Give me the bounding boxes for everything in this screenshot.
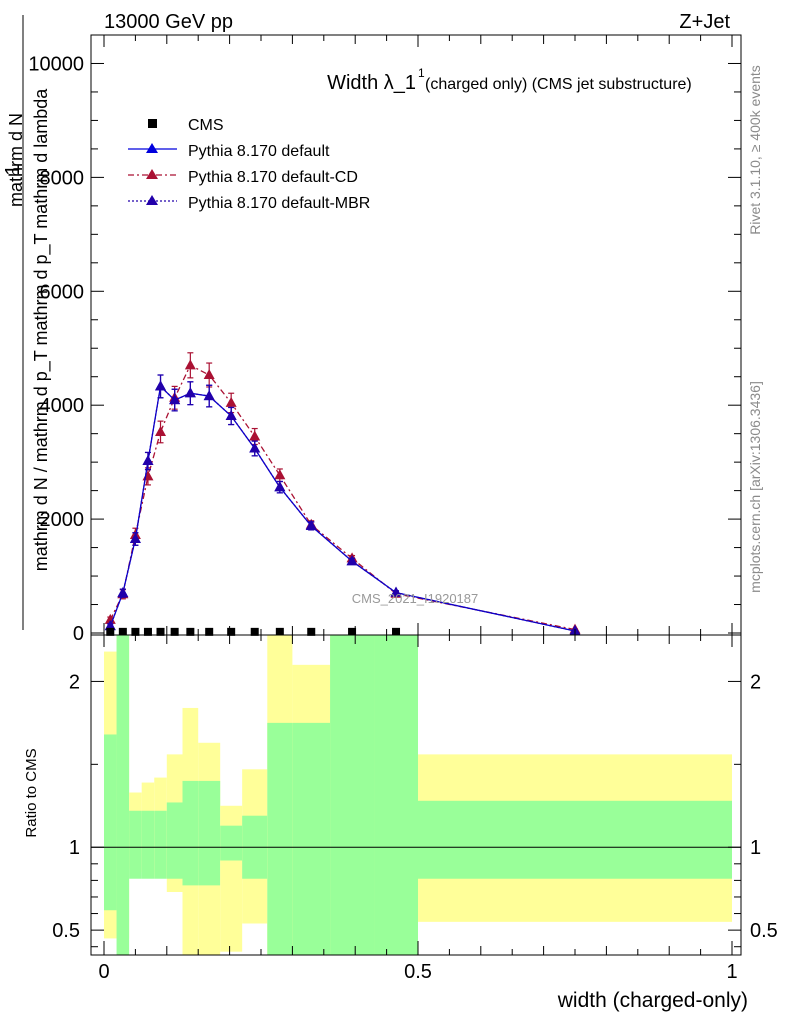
series-line <box>109 364 576 631</box>
y-axis-label-numerator: mathrm d N <box>6 113 26 207</box>
x-tick-label: 1 <box>726 961 737 983</box>
data-point <box>184 387 196 398</box>
cms-point <box>205 627 214 636</box>
ratio-tick-label: 1 <box>69 837 80 859</box>
legend-marker-mbr <box>146 195 158 205</box>
ratio-band-inner <box>418 800 732 879</box>
side-label-rivet: Rivet 3.1.10, ≥ 400k events <box>747 65 763 235</box>
ratio-tick-label-right: 1 <box>750 837 761 859</box>
ratio-band-inner <box>292 722 331 955</box>
data-point <box>104 620 116 631</box>
data-point <box>203 369 215 380</box>
cms-point <box>307 627 316 636</box>
data-point <box>104 613 116 624</box>
title-main: Width λ_1 <box>327 72 416 94</box>
ratio-tick-label: 2 <box>69 671 80 693</box>
ratio-tick-label-right: 0.5 <box>750 920 778 942</box>
legend-marker-default <box>146 143 158 153</box>
data-point <box>203 390 215 401</box>
data-point <box>249 442 261 453</box>
cms-point <box>156 627 165 636</box>
ratio-band-inner <box>129 810 142 879</box>
data-point <box>184 359 196 370</box>
data-point <box>249 430 261 441</box>
data-point <box>225 410 237 421</box>
legend-marker-cms <box>148 119 157 128</box>
data-point <box>305 519 317 530</box>
series-line <box>109 385 576 632</box>
x-tick-label: 0 <box>98 961 109 983</box>
data-point <box>117 587 129 598</box>
y-tick-label: 6000 <box>40 281 85 303</box>
cms-point <box>106 627 115 636</box>
data-point <box>142 455 154 466</box>
cms-point <box>227 627 236 636</box>
ratio-panel <box>90 634 742 956</box>
ratio-band-inner <box>220 825 243 861</box>
legend-marker-cd <box>146 169 158 179</box>
header-right: Z+Jet <box>679 11 730 33</box>
title-subtitle: (charged only) (CMS jet substructure) <box>425 76 692 93</box>
main-panel <box>90 34 742 636</box>
cms-point <box>348 627 357 636</box>
title-superscript: 1 <box>418 66 425 80</box>
data-point <box>274 481 286 492</box>
side-label-mcplots: mcplots.cern.ch [arXiv:1306.3436] <box>747 381 763 593</box>
legend-label-default: Pythia 8.170 default <box>188 143 330 160</box>
y-axis-label-upper: mathrm d N <box>6 113 26 207</box>
ratio-band-inner <box>198 780 221 886</box>
y-tick-label: 2000 <box>40 509 85 531</box>
y-axis-label-one: 1 <box>2 164 24 175</box>
cms-point <box>170 627 179 636</box>
ratio-band-inner <box>166 802 183 879</box>
ratio-band-inner <box>116 635 130 955</box>
data-point <box>155 425 167 436</box>
ratio-band-inner <box>267 722 293 955</box>
data-point <box>155 380 167 391</box>
legend-label-mbr: Pythia 8.170 default-MBR <box>188 195 370 212</box>
data-point <box>390 586 402 597</box>
ratio-tick-label: 0.5 <box>52 920 80 942</box>
x-axis-label: width (charged-only) <box>557 989 748 1012</box>
y-tick-label: 0 <box>73 623 84 645</box>
plot-title: Width λ_1 1 (charged only) (CMS jet subs… <box>327 66 692 94</box>
ratio-tick-label-right: 2 <box>750 671 761 693</box>
cms-point <box>118 627 127 636</box>
cms-point <box>186 627 195 636</box>
data-point <box>142 470 154 481</box>
watermark: CMS_2021_I1920187 <box>352 591 479 606</box>
legend-label-cms: CMS <box>188 117 224 134</box>
y-tick-label: 4000 <box>40 395 85 417</box>
y-tick-label: 8000 <box>40 167 85 189</box>
ratio-y-label: Ratio to CMS <box>23 748 40 837</box>
cms-point <box>143 627 152 636</box>
ratio-band-inner <box>374 635 418 955</box>
series-line <box>109 385 576 632</box>
y-tick-label: 10000 <box>28 53 84 75</box>
ratio-band-inner <box>182 780 199 886</box>
data-point <box>225 396 237 407</box>
cms-point <box>275 627 284 636</box>
ratio-band-inner <box>330 635 375 955</box>
ratio-band-inner <box>154 810 167 879</box>
y-axis-label-denominator: mathrm d N / mathrm d p_T mathrm d p_T m… <box>31 88 52 571</box>
legend: CMS Pythia 8.170 default Pythia 8.170 de… <box>128 117 370 212</box>
x-tick-label: 0.5 <box>404 961 432 983</box>
data-point <box>274 469 286 480</box>
data-point <box>346 555 358 566</box>
data-point <box>169 394 181 405</box>
y-axis-label: 1 mathrm d N / mathrm d p_T mathrm d p_T… <box>2 15 52 630</box>
ratio-band-inner <box>141 810 155 879</box>
data-point <box>129 533 141 544</box>
ratio-band-inner <box>104 734 117 911</box>
legend-label-cd: Pythia 8.170 default-CD <box>188 169 358 186</box>
cms-point <box>250 627 259 636</box>
header-left: 13000 GeV pp <box>104 11 233 33</box>
ratio-frame <box>90 634 742 956</box>
cms-point <box>392 627 401 636</box>
